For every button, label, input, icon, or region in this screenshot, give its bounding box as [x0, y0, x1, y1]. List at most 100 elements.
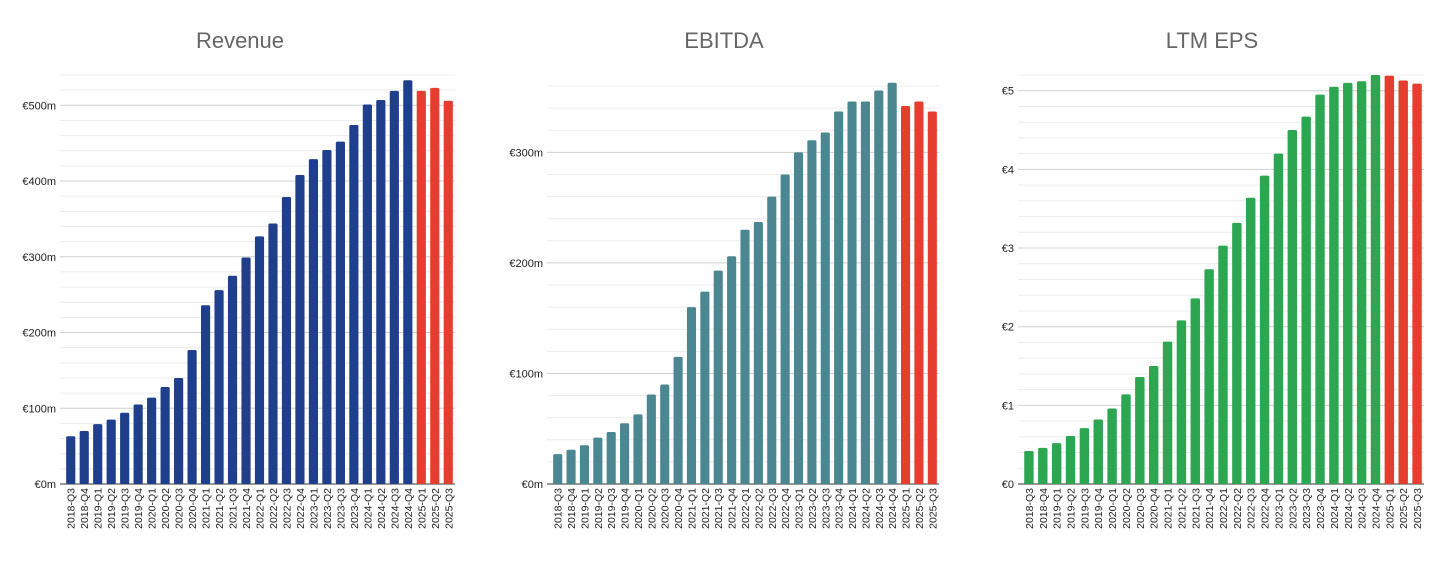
- revenue-chart-title: Revenue: [195, 28, 285, 53]
- x-tick-label: 2020-Q1: [1107, 488, 1119, 529]
- bar: [606, 432, 616, 484]
- x-tick-label: 2024-Q3: [1357, 488, 1369, 529]
- bar: [403, 80, 413, 484]
- x-tick-label: 2022-Q1: [740, 488, 752, 529]
- x-tick-label: 2021-Q4: [1204, 488, 1216, 529]
- x-tick-label: 2024-Q4: [403, 488, 415, 529]
- x-tick-label: 2022-Q4: [295, 488, 307, 529]
- x-tick-label: 2023-Q3: [335, 488, 347, 529]
- revenue-chart: €0m €100m €200m €300m €400m €500m 2018-Q3 2018-…: [22, 74, 455, 529]
- bar: [295, 174, 305, 484]
- y-tick-label: €200m: [22, 328, 56, 340]
- x-tick-label: 2025-Q1: [901, 488, 913, 529]
- x-tick-label: 2024-Q1: [362, 488, 374, 529]
- bar: [847, 101, 857, 485]
- bar: [1370, 75, 1381, 484]
- bar: [633, 414, 643, 484]
- bar: [376, 99, 386, 484]
- bar: [268, 223, 278, 485]
- x-tick-label: 2020-Q4: [1149, 488, 1161, 529]
- x-tick-label: 2019-Q3: [120, 488, 132, 529]
- x-tick-label: 2021-Q3: [228, 488, 240, 529]
- bar: [887, 82, 897, 484]
- x-tick-label: 2019-Q4: [133, 488, 145, 529]
- bar: [579, 445, 589, 484]
- bar: [1343, 82, 1353, 484]
- x-tick-label: 2020-Q4: [673, 488, 685, 529]
- x-tick-label: 2020-Q3: [660, 488, 672, 529]
- bar: [686, 307, 697, 484]
- x-tick-label: 2021-Q1: [201, 488, 213, 529]
- bar: [174, 377, 184, 484]
- eps-chart: €0 €1 €2 €3 €4 €5 2018-Q3 2018-Q4 2019-Q1 2019-Q2…: [1002, 74, 1424, 529]
- bar: [79, 430, 89, 484]
- forecast-bar: [1398, 80, 1408, 484]
- x-tick-label: 2020-Q2: [160, 488, 172, 529]
- x-tick-label: 2023-Q1: [794, 488, 806, 529]
- bar: [147, 397, 157, 484]
- bar: [133, 404, 143, 484]
- gridlines: [547, 85, 939, 485]
- y-tick-label: €1: [1002, 400, 1014, 412]
- bar: [553, 454, 563, 484]
- x-tick-label: 2023-Q4: [1315, 488, 1327, 529]
- x-tick-label: 2022-Q3: [281, 488, 293, 529]
- x-tick-label: 2024-Q3: [874, 488, 886, 529]
- x-tick-label: 2023-Q3: [820, 488, 832, 529]
- bar: [120, 412, 130, 484]
- x-tick-label: 2018-Q4: [79, 488, 91, 529]
- y-tick-label: €0m: [35, 479, 56, 491]
- x-tick-label: 2019-Q3: [606, 488, 618, 529]
- x-tick-label: 2019-Q2: [106, 488, 118, 529]
- x-tick-label: 2018-Q3: [553, 488, 565, 529]
- forecast-bar: [1384, 75, 1395, 485]
- bar: [740, 229, 750, 484]
- y-tick-label: €100m: [509, 368, 543, 380]
- bar: [1287, 130, 1298, 485]
- x-tick-label: 2019-Q2: [593, 488, 605, 529]
- x-tick-label: 2021-Q1: [686, 488, 698, 529]
- bar: [793, 152, 804, 485]
- x-tick-label: 2023-Q2: [807, 488, 819, 529]
- x-tick-label: 2021-Q1: [1163, 488, 1175, 529]
- bar: [874, 90, 884, 484]
- x-tick-label: 2020-Q4: [187, 488, 199, 529]
- x-tick-label: 2019-Q1: [1052, 488, 1064, 529]
- x-tick-label: 2025-Q1: [416, 488, 428, 529]
- x-tick-label: 2023-Q3: [1301, 488, 1313, 529]
- x-tick-label: 2018-Q4: [566, 488, 578, 529]
- x-tick-label: 2022-Q2: [753, 488, 765, 529]
- x-tick-label: 2025-Q3: [927, 488, 939, 529]
- bar: [1301, 116, 1311, 485]
- x-tick-label: 2023-Q1: [308, 488, 320, 529]
- y-tick-label: €100m: [22, 403, 56, 415]
- x-tick-label: 2021-Q2: [700, 488, 712, 529]
- bar: [1079, 428, 1090, 484]
- bar: [673, 356, 683, 484]
- bar: [713, 270, 723, 484]
- bar: [1190, 298, 1200, 484]
- x-tick-label: 2022-Q3: [1246, 488, 1258, 529]
- x-tick-label: 2025-Q1: [1384, 488, 1396, 529]
- bar: [281, 196, 292, 484]
- x-tick-label: 2023-Q2: [1287, 488, 1299, 529]
- y-tick-label: €0: [1002, 479, 1014, 491]
- x-tick-label: 2021-Q2: [1176, 488, 1188, 529]
- forecast-bar: [927, 111, 937, 484]
- y-tick-label: €4: [1002, 164, 1014, 176]
- bar: [322, 149, 332, 484]
- x-tick-label: 2019-Q1: [579, 488, 591, 529]
- bar: [93, 424, 103, 484]
- bar: [1107, 408, 1117, 484]
- x-tick-label: 2022-Q4: [780, 488, 792, 529]
- bar: [1246, 197, 1256, 484]
- x-tick-label: 2020-Q1: [147, 488, 159, 529]
- bar: [1259, 175, 1270, 484]
- bar: [780, 174, 790, 484]
- x-tick-label: 2020-Q3: [1135, 488, 1147, 529]
- x-tick-label: 2022-Q1: [1218, 488, 1230, 529]
- bar: [187, 349, 197, 484]
- x-tick-label: 2024-Q3: [389, 488, 401, 529]
- bar: [1065, 436, 1076, 484]
- bar: [308, 159, 319, 485]
